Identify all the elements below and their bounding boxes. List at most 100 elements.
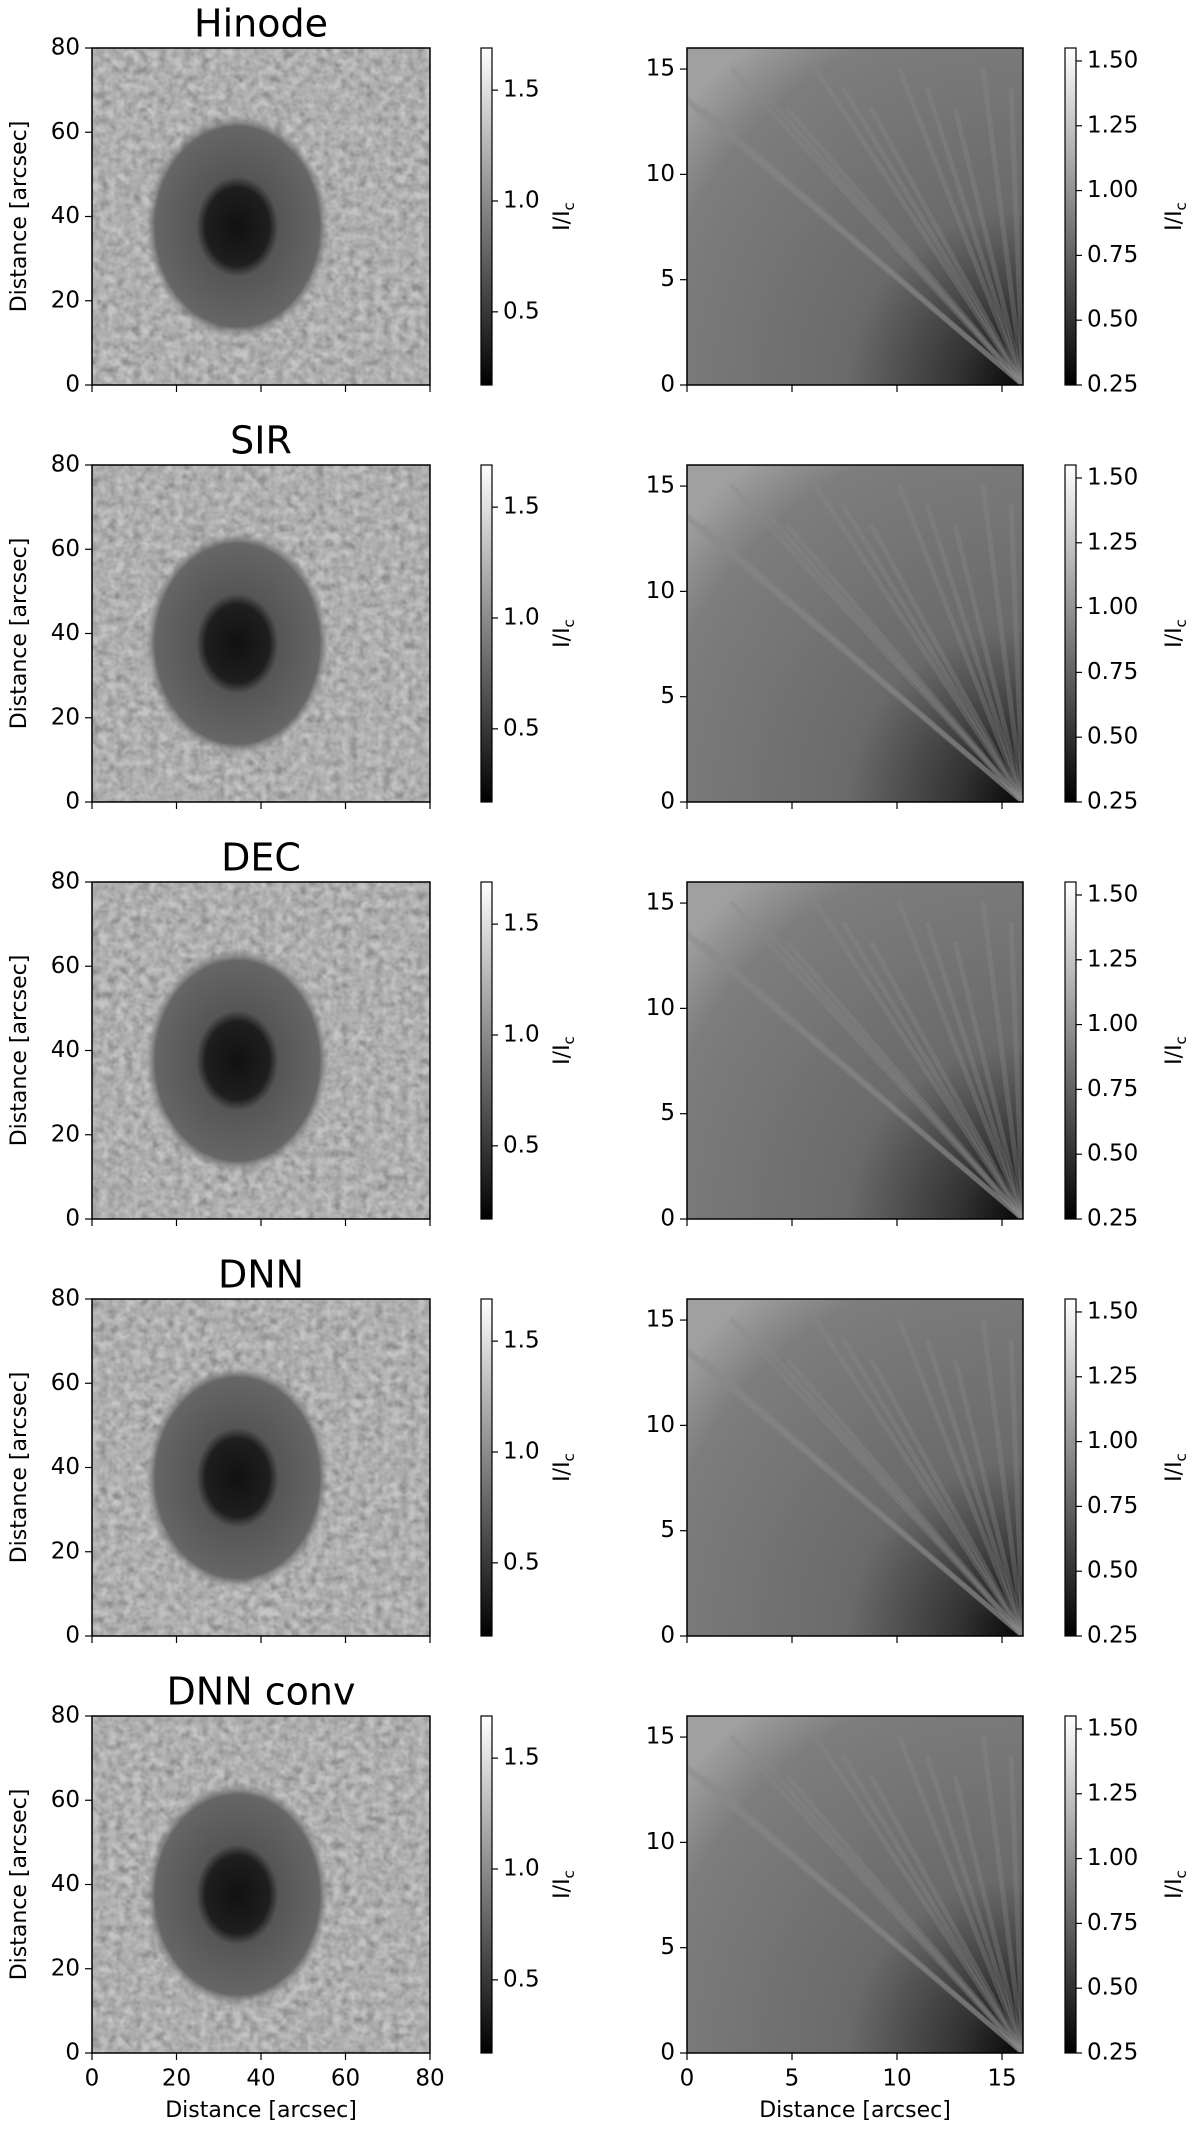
y-tick-label: 0 [65, 1206, 80, 1232]
colorbar-tick-label: 1.00 [1087, 1011, 1138, 1037]
filament [952, 941, 1023, 1219]
colorbar-tick-label: 1.00 [1087, 1428, 1138, 1454]
y-tick-label: 0 [660, 1206, 675, 1232]
filament [840, 920, 1023, 1219]
filament [896, 901, 1023, 1219]
colorbar-label: I/Ic [1162, 202, 1190, 231]
y-tick-label: 10 [646, 161, 675, 187]
y-axis-label: Distance [arcsec] [7, 538, 32, 730]
filament [896, 67, 1023, 385]
colorbar-label: I/Ic [550, 202, 578, 231]
y-tick-label: 20 [51, 1538, 80, 1564]
colorbar-tick-label: 0.5 [503, 715, 540, 741]
filament [868, 106, 1023, 385]
colorbar-label-main: I/I [1162, 627, 1187, 647]
y-tick-label: 80 [51, 1286, 80, 1312]
filament [1008, 921, 1023, 1219]
y-tick-label: 10 [646, 1829, 675, 1855]
y-tick-label: 15 [646, 1724, 675, 1750]
y-tick-label: 20 [51, 1121, 80, 1147]
filament [924, 504, 1023, 802]
axes-frame [686, 1298, 1024, 1637]
filament [687, 511, 1023, 802]
filament [952, 1775, 1023, 2053]
filament [785, 1774, 1023, 2053]
filament [687, 1766, 1023, 2053]
y-tick-label: 5 [660, 1517, 675, 1543]
colorbar [480, 1715, 493, 2054]
colorbar-tick-label: 0.75 [1087, 659, 1138, 685]
filament [812, 900, 1023, 1219]
x-tick-label: 20 [162, 2066, 191, 2092]
penumbra [687, 1716, 1023, 2053]
colorbar-label: I/Ic [550, 1870, 578, 1899]
filament [687, 928, 1023, 1219]
filament [757, 86, 1023, 385]
y-tick-label: 0 [660, 1623, 675, 1649]
colorbar-tick-label: 1.50 [1087, 1298, 1138, 1324]
colorbar-tick-label: 0.5 [503, 1132, 540, 1158]
y-tick-label: 0 [660, 789, 675, 815]
x-tick-label: 40 [246, 2066, 275, 2092]
colorbar-tick-label: 0.50 [1087, 724, 1138, 750]
filament [757, 1337, 1023, 1636]
colorbar [480, 47, 493, 386]
colorbar-label-sub: c [560, 619, 578, 627]
panel-title: SIR [230, 419, 292, 463]
filament [952, 524, 1023, 802]
filament [840, 1754, 1023, 2053]
filament [980, 1318, 1023, 1636]
colorbar-label: I/Ic [1162, 1036, 1190, 1065]
filament [896, 1318, 1023, 1636]
y-tick-label: 0 [65, 2040, 80, 2066]
colorbar-label-sub: c [1172, 202, 1190, 210]
y-tick-label: 10 [646, 578, 675, 604]
colorbar-tick-label: 1.0 [503, 1438, 540, 1464]
colorbar-tick-label: 1.00 [1087, 177, 1138, 203]
colorbar-label-main: I/I [550, 627, 575, 647]
colorbar-tick-label: 0.75 [1087, 1076, 1138, 1102]
filament [868, 940, 1023, 1219]
image [92, 1299, 430, 1636]
sunspot [146, 949, 329, 1172]
y-tick-label: 5 [660, 683, 675, 709]
y-axis-label: Distance [arcsec] [7, 1372, 32, 1564]
x-tick-label: 80 [415, 2066, 444, 2092]
y-tick-label: 60 [51, 536, 80, 562]
image [687, 48, 1023, 385]
colorbar-tick-label: 0.25 [1087, 1206, 1138, 1232]
sunspot [146, 1783, 329, 2006]
filament [924, 921, 1023, 1219]
image [687, 1716, 1023, 2053]
colorbar-label-sub: c [560, 1870, 578, 1878]
filament [840, 1337, 1023, 1636]
colorbar-tick-label: 1.25 [1087, 112, 1138, 138]
filament [980, 901, 1023, 1219]
filament [687, 1345, 1023, 1636]
image [92, 1716, 430, 2053]
axes-frame [686, 464, 1024, 803]
x-tick-label: 0 [680, 2066, 695, 2092]
colorbar-label-sub: c [560, 1036, 578, 1044]
y-tick-label: 40 [51, 1871, 80, 1897]
x-tick-label: 15 [987, 2066, 1016, 2092]
colorbar-label-sub: c [1172, 1453, 1190, 1461]
colorbar-tick-label: 1.5 [503, 494, 540, 520]
y-tick-label: 20 [51, 704, 80, 730]
colorbar-tick-label: 1.5 [503, 911, 540, 937]
colorbar-tick-label: 0.50 [1087, 307, 1138, 333]
y-tick-label: 40 [51, 1454, 80, 1480]
filament [840, 86, 1023, 385]
x-tick-label: 5 [785, 2066, 800, 2092]
colorbar-tick-label: 0.25 [1087, 789, 1138, 815]
filament [701, 1357, 1023, 1636]
sunspot [146, 115, 329, 338]
axes-frame [686, 881, 1024, 1220]
filament [729, 483, 1023, 802]
colorbar-label-main: I/I [1162, 1044, 1187, 1064]
y-tick-label: 10 [646, 1412, 675, 1438]
colorbar-label: I/Ic [1162, 619, 1190, 648]
filament [701, 523, 1023, 802]
y-tick-label: 20 [51, 287, 80, 313]
filament [757, 503, 1023, 802]
